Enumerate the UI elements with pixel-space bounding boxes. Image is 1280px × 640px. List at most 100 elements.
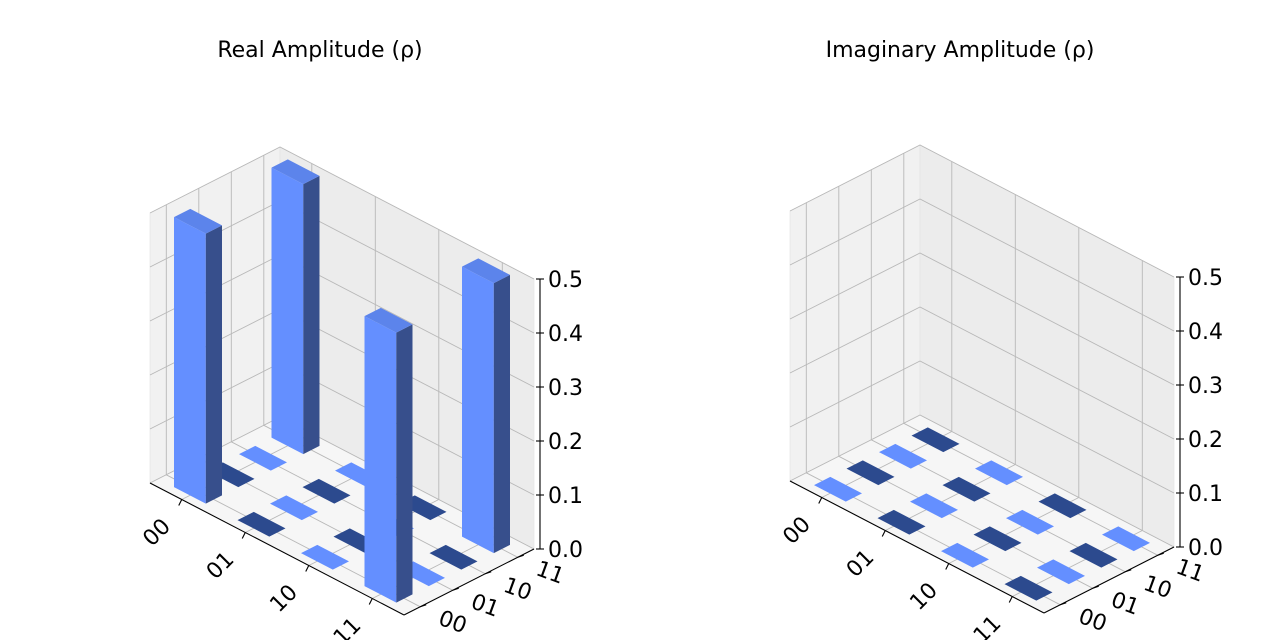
bar-00-01	[846, 460, 895, 486]
bar-side-face	[493, 274, 510, 554]
z-tick-label: 0.2	[548, 430, 583, 455]
gridline-z	[789, 144, 1175, 278]
bar-11-00	[1004, 575, 1053, 601]
x-tick	[818, 497, 823, 504]
bar-top-face	[270, 495, 318, 521]
gridline-z	[149, 146, 535, 280]
bar-top-face	[814, 476, 862, 502]
bar-10-11	[1038, 493, 1087, 519]
y-tick-label: 00	[1075, 604, 1110, 637]
bars	[174, 159, 510, 603]
y-tick-label: 00	[435, 606, 470, 639]
imag-chart-title: Imaginary Amplitude (ρ)	[826, 38, 1095, 63]
x-tick-label: 10	[905, 578, 942, 615]
x-tick	[1008, 596, 1013, 603]
bar-top-face	[910, 493, 958, 519]
bar-10-10	[1006, 509, 1054, 535]
bar-01-10	[302, 478, 351, 504]
y-tick	[1157, 552, 1164, 556]
y-tick	[420, 604, 427, 608]
x-tick	[241, 532, 246, 539]
bar-top-face	[302, 478, 351, 504]
bar-side-face	[205, 225, 222, 504]
z-tick-label: 0.1	[548, 484, 583, 509]
bar-top-face	[271, 159, 320, 185]
bar-01-00	[237, 511, 286, 537]
bar-00-00	[174, 208, 222, 504]
bar-11-11	[462, 258, 510, 554]
bars	[814, 427, 1150, 601]
bar-00-10	[879, 443, 927, 469]
real-chart-title: Real Amplitude (ρ)	[217, 38, 422, 63]
bar-00-10	[239, 445, 287, 471]
x-axis-line	[789, 480, 1045, 614]
bar-top-face	[846, 460, 895, 486]
bar-top-face	[1006, 509, 1054, 535]
z-tick-label: 0.0	[1188, 536, 1223, 561]
x-axis-line	[149, 482, 405, 616]
bar-11-10	[429, 544, 478, 570]
z-tick-label: 0.2	[1188, 428, 1223, 453]
y-tick	[517, 554, 524, 558]
y-tick-label: 01	[468, 590, 503, 623]
z-tick-label: 0.4	[1188, 320, 1223, 345]
bar-10-01	[973, 526, 1022, 552]
x-tick-label: 01	[202, 547, 239, 584]
bar-01-01	[910, 493, 958, 519]
z-tick-label: 0.3	[548, 376, 583, 401]
x-tick-label: 00	[138, 514, 175, 551]
bar-top-face	[237, 511, 286, 537]
bar-10-00	[941, 542, 989, 568]
bar-11-10	[1069, 542, 1118, 568]
bar-top-face	[429, 544, 478, 570]
bar-side-face	[303, 175, 320, 455]
x-tick	[305, 565, 310, 572]
y-axis-line	[1043, 546, 1175, 614]
bar-top-face	[1102, 526, 1150, 552]
bar-11-00	[364, 307, 413, 603]
bar-top-face	[877, 509, 926, 535]
bar-top-face	[1037, 559, 1085, 585]
z-tick-label: 0.1	[1188, 482, 1223, 507]
bar-side-face	[396, 324, 413, 603]
bar-top-face	[174, 208, 222, 234]
bar-top-face	[301, 544, 349, 570]
bar-top-face	[364, 307, 413, 333]
bar-00-00	[814, 476, 862, 502]
bar-top-face	[942, 476, 991, 502]
bar-top-face	[1004, 575, 1053, 601]
bar-00-11	[271, 159, 320, 455]
bar-top-face	[462, 258, 510, 284]
z-tick-label: 0.3	[1188, 374, 1223, 399]
x-tick-label: 11	[329, 613, 366, 640]
bar-00-11	[911, 427, 960, 453]
x-tick	[881, 530, 886, 537]
y-tick	[1125, 569, 1132, 573]
bar-top-face	[239, 445, 287, 471]
bar-top-face	[975, 460, 1023, 486]
bar-10-00	[301, 544, 349, 570]
x-tick-label: 00	[778, 512, 815, 549]
bar-top-face	[1038, 493, 1087, 519]
bar-01-01	[270, 495, 318, 521]
bar-11-01	[1037, 559, 1085, 585]
bar-top-face	[1069, 542, 1118, 568]
bar-01-11	[975, 460, 1023, 486]
x-tick-label: 11	[969, 611, 1006, 640]
z-tick-label: 0.5	[1188, 266, 1223, 291]
bar-front-face	[462, 266, 494, 554]
x-tick	[178, 499, 183, 506]
bar-front-face	[174, 217, 206, 504]
y-tick	[452, 587, 459, 591]
gridline-z	[789, 360, 1175, 494]
gridline-z	[789, 252, 1175, 386]
y-tick-label: 01	[1108, 588, 1143, 621]
y-tick-label: 10	[1140, 571, 1175, 604]
bar-01-00	[877, 509, 926, 535]
bar-front-face	[364, 316, 397, 603]
gridline-z	[789, 198, 1175, 332]
x-tick-label: 01	[842, 545, 879, 582]
gridline-z	[789, 306, 1175, 440]
